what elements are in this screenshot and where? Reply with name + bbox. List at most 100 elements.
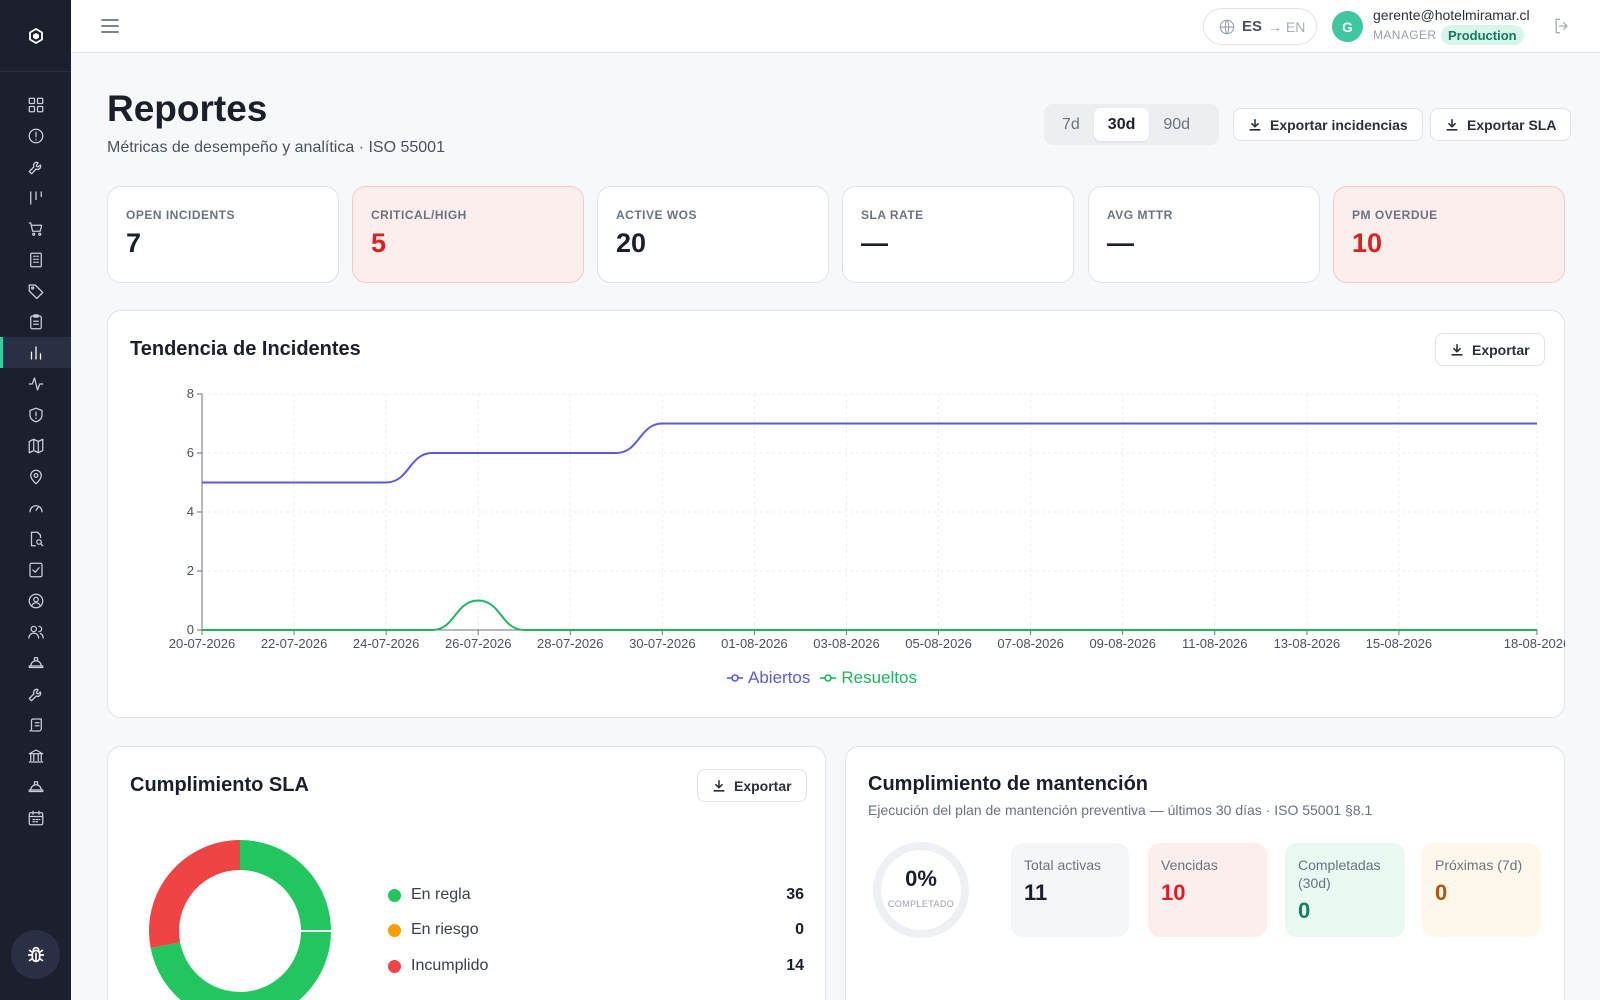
nav-calendar[interactable]	[0, 802, 71, 833]
kpi-value: 10	[1352, 228, 1383, 258]
sla-legend-row: Incumplido 14	[388, 957, 804, 975]
nav-tools[interactable]	[0, 678, 71, 709]
sla-legend-row: En regla 36	[388, 886, 804, 904]
nav-assets[interactable]	[0, 275, 71, 306]
nav-organization[interactable]	[0, 740, 71, 771]
nav-dashboard[interactable]	[0, 89, 71, 120]
x-tick-label: 13-08-2026	[1274, 636, 1341, 651]
page-subtitle: Métricas de desempeño y analítica · ISO …	[107, 139, 445, 156]
x-tick-label: 18-08-2026	[1504, 636, 1565, 651]
nav-profile[interactable]	[0, 585, 71, 616]
donut-slice-en-regla[interactable]	[150, 840, 331, 1000]
hamburger-icon	[101, 19, 119, 33]
status-dot-red	[388, 959, 401, 973]
app-logo[interactable]	[0, 0, 71, 72]
nav-incidents[interactable]	[0, 120, 71, 151]
x-tick-label: 11-08-2026	[1182, 636, 1248, 651]
nav-locations[interactable]	[0, 461, 71, 492]
nav-map[interactable]	[0, 430, 71, 461]
clipboard-icon	[29, 313, 42, 329]
nav-inspections[interactable]	[0, 554, 71, 585]
logout-button[interactable]	[1552, 16, 1572, 36]
stat-value: 0	[1435, 880, 1448, 906]
nav-purchases[interactable]	[0, 213, 71, 244]
scroll-icon	[28, 717, 42, 732]
tag-icon	[28, 283, 43, 299]
x-tick-label: 26-07-2026	[445, 636, 512, 651]
y-tick-label: 8	[187, 386, 194, 401]
checklist-icon	[28, 562, 43, 577]
export-incidents-label: Exportar incidencias	[1270, 116, 1408, 133]
sla-legend-value: 36	[786, 886, 804, 903]
kpi-card-sla-rate: SLA RATE —	[842, 186, 1074, 283]
range-7d-button[interactable]: 7d	[1062, 115, 1080, 133]
nav-audits[interactable]	[0, 523, 71, 554]
legend-item-abiertos[interactable]: Abiertos	[727, 668, 810, 688]
stat-label: Vencidas	[1161, 857, 1218, 873]
avatar[interactable]: G	[1332, 11, 1363, 42]
nav-checklists[interactable]	[0, 306, 71, 337]
export-sla-chart-button[interactable]: Exportar	[697, 769, 807, 802]
kpi-card-pm-overdue: PM OVERDUE 10	[1333, 186, 1565, 283]
logout-icon	[1555, 18, 1568, 34]
stat-tile-overdue: Vencidas 10	[1148, 843, 1267, 937]
nav-users[interactable]	[0, 616, 71, 647]
nav-safety[interactable]	[0, 771, 71, 802]
language-current: ES	[1242, 18, 1263, 35]
kanban-icon	[29, 190, 42, 205]
legend-item-resueltos[interactable]: Resueltos	[820, 668, 917, 688]
completion-ring-track	[873, 842, 969, 938]
legend-label: Resueltos	[841, 668, 917, 687]
tool-icon	[28, 688, 41, 701]
nav-meters[interactable]	[0, 492, 71, 523]
chart-legend: Abiertos Resueltos	[727, 668, 917, 688]
user-role: MANAGER	[1373, 28, 1437, 42]
users-icon	[27, 625, 44, 639]
export-trend-label: Exportar	[1472, 341, 1530, 358]
landmark-icon	[28, 748, 43, 763]
building-icon	[29, 252, 42, 267]
nav-reports[interactable]	[0, 337, 71, 368]
report-bug-button[interactable]	[11, 930, 60, 979]
kpi-value: —	[1107, 228, 1134, 258]
stat-value: 11	[1024, 880, 1048, 906]
legend-label: Abiertos	[748, 668, 811, 687]
alert-circle-icon	[28, 128, 43, 143]
sla-legend-label: En regla	[411, 886, 471, 903]
completion-percentage: 0%	[905, 866, 937, 891]
shield-icon	[28, 407, 43, 422]
donut-slice-incumplido[interactable]	[149, 840, 241, 949]
nav-buildings[interactable]	[0, 244, 71, 275]
incident-trend-chart: 0 2 4 6 8 20-07-2026 22-07-2026 24-07-2026 26-07…	[169, 386, 1565, 651]
hard-hat-2-icon	[28, 780, 43, 792]
top-bar: ES → EN G gerente@hotelmiramar.cl MANAGE…	[71, 0, 1600, 53]
nav-contractors[interactable]	[0, 647, 71, 678]
stat-value: 10	[1161, 880, 1186, 906]
nav-board[interactable]	[0, 182, 71, 213]
page-title: Reportes	[107, 88, 268, 129]
kpi-label: OPEN INCIDENTS	[126, 208, 236, 222]
kpi-label: SLA RATE	[861, 208, 924, 222]
dashboard-icon	[28, 97, 43, 112]
stat-tile-completed: Completadas (30d) 0	[1285, 843, 1405, 937]
nav-compliance[interactable]	[0, 399, 71, 430]
incident-trend-card	[107, 310, 1565, 718]
x-tick-label: 24-07-2026	[353, 636, 420, 651]
sidebar	[0, 0, 71, 1000]
export-sla-label: Exportar SLA	[1467, 116, 1557, 133]
export-incidents-button[interactable]: Exportar incidencias	[1233, 108, 1423, 141]
export-trend-button[interactable]: Exportar	[1435, 333, 1545, 366]
download-icon	[1451, 343, 1463, 356]
x-tick-label: 05-08-2026	[905, 636, 972, 651]
y-tick-label: 6	[187, 445, 194, 460]
range-30d-button[interactable]: 30d	[1093, 108, 1150, 141]
stat-value: 0	[1298, 898, 1311, 924]
menu-toggle-button[interactable]	[100, 16, 120, 36]
nav-activity[interactable]	[0, 368, 71, 399]
export-sla-button[interactable]: Exportar SLA	[1430, 108, 1572, 141]
language-switcher[interactable]: ES → EN	[1203, 8, 1317, 45]
nav-work-orders[interactable]	[0, 151, 71, 182]
status-dot-green	[388, 888, 401, 902]
nav-documents[interactable]	[0, 709, 71, 740]
range-90d-button[interactable]: 90d	[1163, 115, 1191, 133]
